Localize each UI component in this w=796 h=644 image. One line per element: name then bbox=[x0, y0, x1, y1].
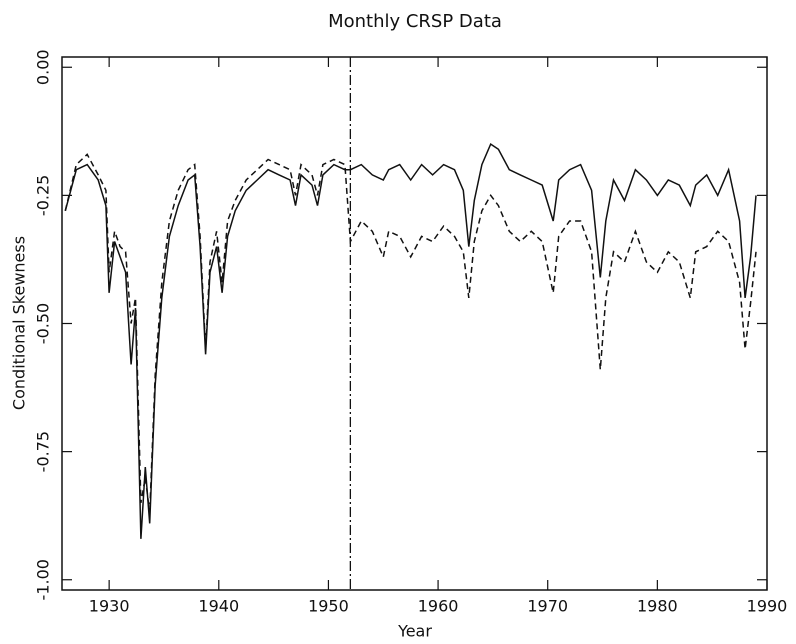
y-tick-label: -0.25 bbox=[34, 175, 53, 216]
x-tick-label: 1940 bbox=[198, 597, 239, 616]
plot-frame bbox=[61, 56, 768, 591]
y-tick-label: -0.50 bbox=[34, 303, 53, 344]
x-tick-label: 1990 bbox=[747, 597, 788, 616]
y-tick-label: 0.00 bbox=[34, 49, 53, 85]
x-axis-label: Year bbox=[397, 622, 432, 641]
y-axis-label: Conditional Skewness bbox=[10, 236, 29, 410]
x-tick-label: 1930 bbox=[89, 597, 130, 616]
chart-title: Monthly CRSP Data bbox=[328, 11, 502, 32]
x-tick-label: 1970 bbox=[527, 597, 568, 616]
x-tick-label: 1960 bbox=[418, 597, 459, 616]
data-line bbox=[64, 142, 757, 539]
x-tick-label: 1980 bbox=[637, 597, 678, 616]
x-tick-label: 1950 bbox=[308, 597, 349, 616]
y-tick-label: -0.75 bbox=[34, 431, 53, 472]
y-tick-label: -1.00 bbox=[34, 559, 53, 600]
data-line bbox=[64, 153, 757, 514]
